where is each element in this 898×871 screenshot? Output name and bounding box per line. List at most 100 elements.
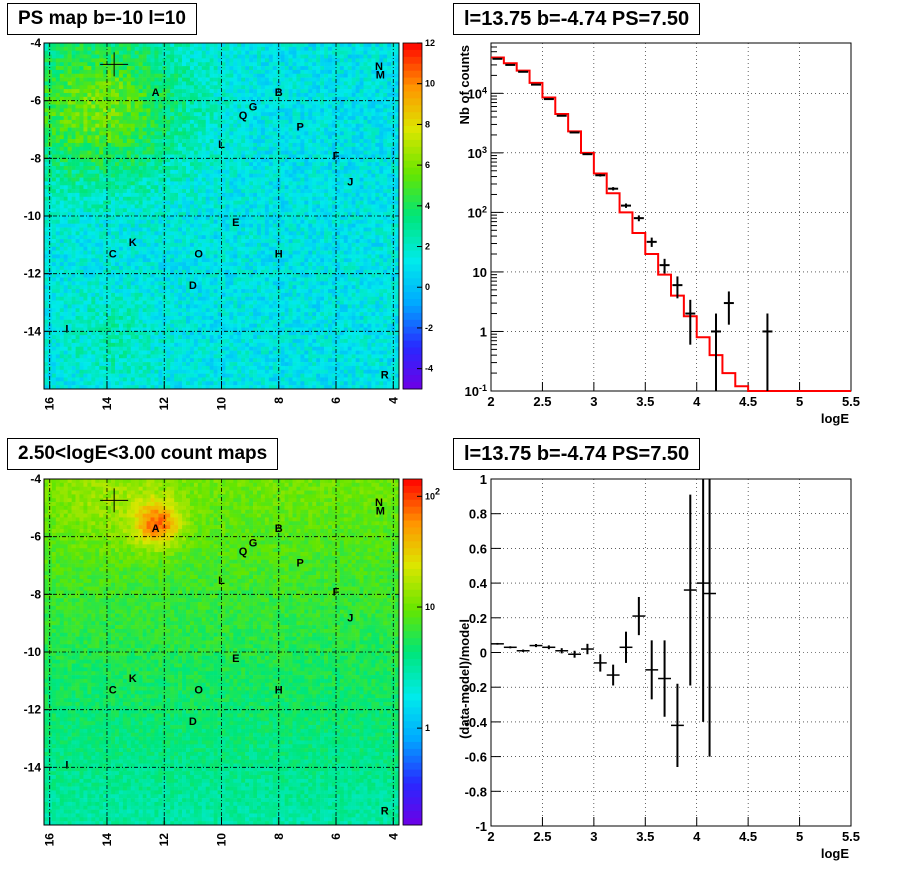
heatmap-cell [197, 227, 203, 232]
heatmap-cell [103, 289, 108, 294]
heatmap-cell [182, 62, 187, 67]
heatmap-cell [233, 131, 238, 136]
heatmap-cell [241, 335, 246, 340]
heatmap-cell [75, 181, 80, 186]
heatmap-cell [71, 154, 76, 159]
heatmap-cell [146, 258, 151, 263]
heatmap-cell [134, 43, 139, 48]
heatmap-cell [245, 315, 250, 321]
heatmap-cell [201, 365, 207, 371]
heatmap-cell [158, 335, 163, 340]
heatmap-cell [138, 200, 143, 205]
heatmap-cell [253, 135, 258, 140]
heatmap-cell [115, 373, 120, 378]
heatmap-cell [221, 50, 226, 55]
heatmap-cell [245, 135, 250, 140]
heatmap-cell [257, 373, 262, 378]
heatmap-cell [142, 58, 147, 63]
heatmap-cell [71, 377, 76, 382]
heatmap-cell [130, 66, 136, 71]
heatmap-cell [174, 204, 179, 209]
heatmap-cell [197, 154, 203, 159]
heatmap-cell [170, 339, 175, 344]
heatmap-cell [79, 54, 84, 59]
heatmap-cell [107, 277, 112, 282]
heatmap-cell [115, 112, 120, 117]
heatmap-cell [44, 212, 49, 217]
heatmap-cell [103, 300, 108, 305]
heatmap-cell [154, 127, 159, 132]
heatmap-cell [253, 119, 258, 125]
heatmap-cell [221, 242, 226, 248]
heatmap-cell [201, 219, 207, 224]
heatmap-cell [158, 323, 163, 328]
heatmap-cell [99, 196, 104, 201]
heatmap-cell [44, 327, 49, 332]
heatmap-cell [95, 312, 100, 317]
heatmap-cell [150, 185, 155, 190]
heatmap-cell [87, 166, 92, 171]
heatmap-cell [150, 196, 155, 201]
heatmap-cell [47, 369, 53, 374]
heatmap-cell [201, 227, 207, 232]
heatmap-cell [249, 254, 254, 259]
heatmap-cell [241, 104, 246, 109]
heatmap-cell [150, 189, 155, 194]
heatmap-cell [126, 319, 132, 324]
heatmap-cell [44, 73, 49, 78]
heatmap-cell [182, 119, 187, 125]
heatmap-cell [122, 331, 128, 336]
heatmap-cell [205, 119, 210, 125]
heatmap-cell [67, 196, 72, 201]
heatmap-cell [87, 319, 92, 324]
heatmap-cell [233, 62, 238, 67]
heatmap-cell [233, 189, 238, 194]
heatmap-cell [138, 265, 143, 271]
heatmap-cell [189, 158, 195, 163]
heatmap-cell [111, 373, 116, 378]
heatmap-cell [186, 258, 191, 263]
heatmap-cell [95, 362, 100, 367]
heatmap-cell [67, 58, 72, 63]
heatmap-cell [209, 62, 214, 67]
heatmap-cell [193, 181, 199, 186]
heatmap-cell [193, 385, 199, 390]
heatmap-cell [103, 312, 108, 317]
heatmap-cell [107, 285, 112, 290]
heatmap-cell [158, 377, 163, 382]
heatmap-cell [79, 135, 84, 140]
heatmap-cell [63, 104, 68, 109]
heatmap-cell [178, 208, 183, 213]
heatmap-cell [67, 212, 72, 217]
heatmap-cell [55, 289, 61, 294]
heatmap-cell [107, 262, 112, 267]
heatmap-cell [197, 296, 203, 301]
heatmap-cell [158, 104, 163, 109]
heatmap-cell [257, 342, 262, 348]
heatmap-cell [257, 365, 262, 371]
heatmap-cell [142, 323, 147, 328]
heatmap-cell [47, 216, 53, 221]
heatmap-cell [189, 81, 195, 86]
heatmap-cell [225, 108, 230, 113]
heatmap-cell [249, 185, 254, 190]
heatmap-cell [79, 119, 84, 125]
heatmap-cell [63, 181, 68, 186]
heatmap-cell [253, 131, 258, 136]
heatmap-cell [95, 296, 100, 301]
heatmap-cell [201, 358, 207, 363]
heatmap-cell [213, 96, 218, 101]
heatmap-cell [260, 85, 266, 90]
heatmap-cell [205, 250, 210, 255]
heatmap-cell [245, 166, 250, 171]
heatmap-cell [209, 277, 214, 282]
heatmap-cell [193, 116, 199, 121]
heatmap-cell [221, 127, 226, 132]
heatmap-cell [118, 273, 124, 278]
heatmap-cell [83, 108, 88, 113]
heatmap-cell [166, 127, 171, 132]
heatmap-cell [59, 154, 65, 159]
heatmap-cell [63, 385, 68, 390]
heatmap-cell [126, 123, 132, 128]
heatmap-cell [130, 135, 136, 140]
